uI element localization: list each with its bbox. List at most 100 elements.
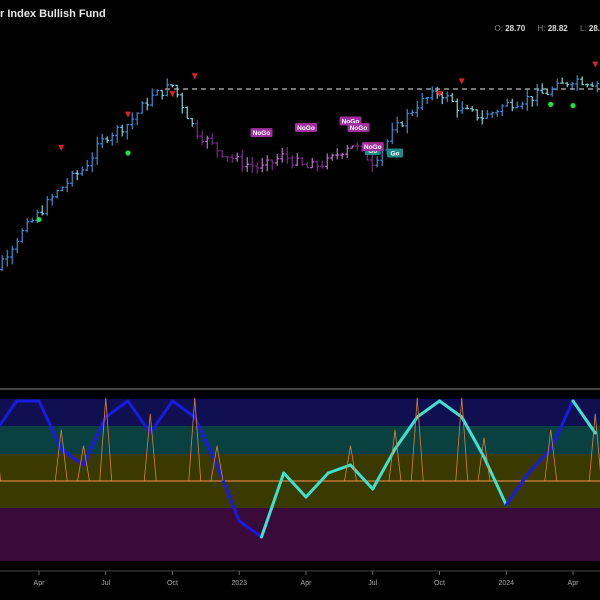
high-value: 28.82 — [547, 24, 568, 33]
oscillator-segment — [438, 399, 464, 419]
price-bar — [555, 78, 560, 91]
price-bar — [0, 255, 5, 271]
price-bar — [345, 145, 350, 159]
nogo-label: NoGo — [250, 128, 273, 138]
x-tick-label: Oct — [167, 580, 178, 587]
nogo-label: NoGo — [347, 122, 370, 132]
x-tick-label: Apr — [301, 580, 313, 587]
price-bar — [395, 116, 400, 134]
x-tick-label: Apr — [568, 580, 580, 587]
oscillator-segment — [549, 399, 575, 451]
oscillator-spike — [344, 445, 351, 482]
price-bar — [240, 149, 245, 172]
x-tick-label: 2024 — [498, 580, 514, 587]
price-bar — [425, 96, 430, 104]
low-value: 28. — [588, 24, 600, 33]
price-bar — [265, 155, 270, 172]
price-bar — [20, 228, 25, 243]
price-bar — [510, 98, 515, 112]
go-label: Go — [387, 148, 403, 158]
price-bar — [60, 186, 65, 192]
price-bar — [110, 132, 115, 146]
price-bar — [495, 109, 500, 117]
reversal-down-triangle — [191, 73, 198, 80]
oscillator-segment — [104, 399, 130, 419]
price-bar — [40, 205, 45, 216]
price-bar — [300, 157, 305, 166]
price-bar — [95, 136, 100, 165]
reversal-down-triangle — [458, 78, 465, 85]
oscillator-spike — [455, 397, 463, 482]
price-bar — [295, 153, 300, 167]
oscillator-spike — [99, 397, 107, 482]
price-bar — [450, 92, 455, 103]
price-bar — [325, 153, 330, 170]
price-bar — [535, 83, 540, 107]
price-bar — [270, 159, 275, 171]
price-bar — [285, 147, 290, 164]
price-bar — [595, 81, 600, 93]
price-bar — [545, 88, 550, 96]
price-bar — [505, 98, 510, 107]
price-bar — [215, 142, 220, 158]
price-bar — [45, 196, 50, 216]
price-bar — [170, 84, 175, 88]
price-bar — [390, 122, 395, 145]
price-bar — [530, 95, 535, 107]
price-bar — [565, 82, 570, 88]
price-bar — [490, 111, 495, 118]
label-background — [361, 142, 384, 152]
price-bar — [515, 101, 520, 109]
reversal-up-dot — [125, 150, 131, 156]
price-bar — [175, 84, 180, 98]
price-bar — [80, 166, 85, 176]
price-bar — [470, 105, 475, 112]
price-bar — [275, 153, 280, 166]
price-bar — [185, 106, 190, 120]
oscillator-segment — [460, 415, 486, 459]
open-value: 28.70 — [505, 24, 526, 33]
price-bar — [310, 157, 315, 169]
high-key: H: — [537, 24, 546, 33]
price-bar — [245, 157, 250, 172]
label-text: NoGo — [342, 119, 360, 126]
price-bar — [195, 119, 200, 140]
oscillator-spike — [483, 437, 491, 482]
price-bar — [140, 101, 145, 114]
label-background — [387, 148, 403, 158]
oscillator-segment — [82, 415, 108, 467]
oscillator-spike — [388, 429, 396, 482]
reversal-down-triangle — [592, 61, 599, 68]
label-text: NoGo — [364, 144, 382, 151]
price-bar — [560, 77, 565, 84]
price-bar — [375, 156, 380, 168]
oscillator-segment — [527, 447, 553, 475]
chart-title: r Index Bullish Fund — [0, 8, 106, 20]
oscillator-segment — [304, 471, 330, 499]
oscillator-spike — [544, 429, 552, 482]
oscillator-segment — [193, 415, 219, 467]
price-bar — [465, 104, 470, 110]
price-bar — [10, 245, 15, 265]
oscillator-segment — [504, 471, 530, 507]
label-text: Go — [390, 151, 399, 158]
price-bar — [355, 142, 360, 151]
oscillator-spike — [588, 413, 596, 482]
nogo-label: NoGo — [361, 142, 384, 152]
oscillator-spike — [149, 413, 157, 482]
ohlc-readout: O: 28.70 H: 28.82 L: 28. — [485, 24, 600, 33]
price-bar — [125, 123, 130, 140]
oscillator-segment — [171, 399, 197, 419]
price-bar — [320, 160, 325, 169]
oscillator-segment — [415, 399, 441, 419]
x-tick-label: Apr — [34, 580, 46, 587]
x-tick-label: Oct — [434, 580, 445, 587]
oscillator-bands — [0, 399, 600, 561]
oscillator-spike — [216, 445, 224, 482]
oscillator-segment — [37, 399, 63, 451]
oscillator-layer — [0, 397, 600, 539]
price-bar — [50, 193, 55, 206]
reversal-down-triangle — [436, 91, 443, 98]
price-bar — [105, 136, 110, 144]
price-bar — [155, 89, 160, 96]
